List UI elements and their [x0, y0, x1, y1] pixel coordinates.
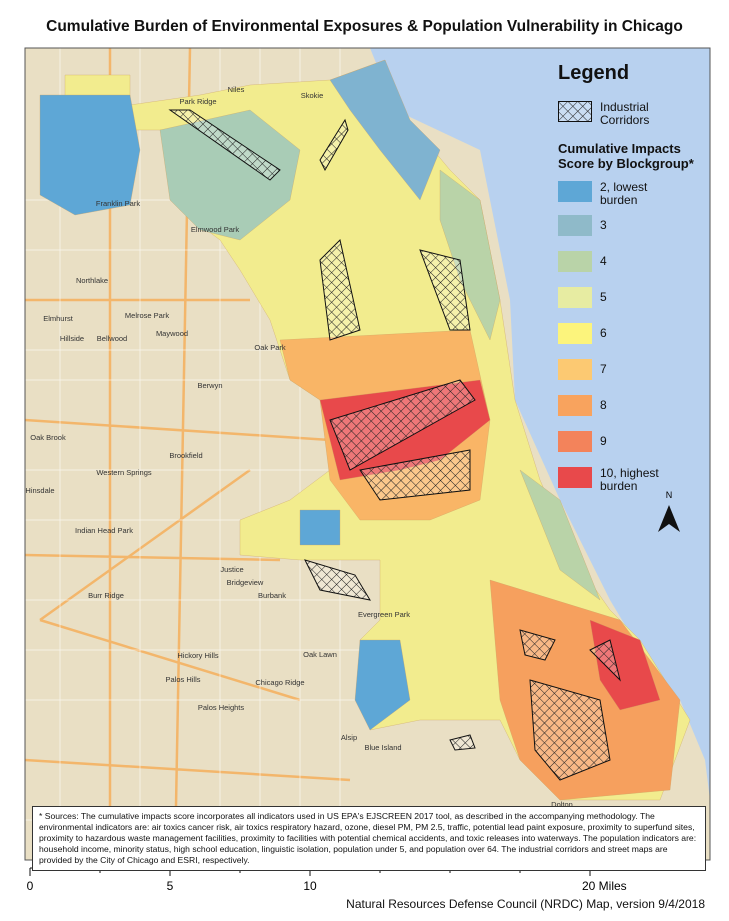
- north-arrow: N: [658, 490, 680, 532]
- lake-michigan: [370, 48, 710, 800]
- legend-label: 2, lowest burden: [600, 180, 648, 207]
- legend-item: 5: [558, 287, 708, 308]
- legend-swatch: [558, 251, 592, 272]
- place-label: Elmwood Park: [191, 225, 240, 234]
- legend-label: 3: [600, 218, 607, 232]
- legend-item: 3: [558, 215, 708, 236]
- legend-swatch: [558, 181, 592, 202]
- highways: [25, 48, 351, 860]
- scale-bar: 0 5 10 20 Miles: [27, 867, 627, 893]
- legend-corridor: Industrial Corridors: [558, 101, 708, 127]
- place-label: Evergreen Park: [358, 610, 410, 619]
- scale-label: 10: [303, 879, 317, 893]
- scale-label: 20 Miles: [582, 879, 627, 893]
- legend-swatch: [558, 431, 592, 452]
- legend-swatch: [558, 287, 592, 308]
- place-label: Niles: [228, 85, 245, 94]
- scale-label: 5: [167, 879, 174, 893]
- place-label: Dolton: [551, 800, 573, 809]
- legend-swatch: [558, 323, 592, 344]
- industrial-corridors: [168, 109, 621, 781]
- place-label: Maywood: [156, 329, 188, 338]
- place-label: Melrose Park: [125, 311, 169, 320]
- place-label: Chicago Ridge: [255, 678, 304, 687]
- title: Cumulative Burden of Environmental Expos…: [46, 18, 683, 35]
- place-label: Blue Island: [364, 743, 401, 752]
- place-label: Justice: [220, 565, 243, 574]
- place-label: Burbank: [258, 591, 286, 600]
- place-label: Oak Park: [254, 343, 286, 352]
- legend-item: 6: [558, 323, 708, 344]
- place-label: Brookfield: [169, 451, 202, 460]
- place-label: Bridgeview: [227, 578, 264, 587]
- place-label: Franklin Park: [96, 199, 140, 208]
- place-label: Burr Ridge: [88, 591, 124, 600]
- legend-item: 8: [558, 395, 708, 416]
- place-label: Palos Heights: [198, 703, 245, 712]
- place-labels: Niles Skokie Park Ridge Franklin Park Elmwoo…: [25, 85, 572, 809]
- scale-label: 0: [27, 879, 34, 893]
- map-body: Niles Skokie Park Ridge Franklin Park Elmwoo…: [25, 48, 710, 860]
- legend-item: 9: [558, 431, 708, 452]
- north-label: N: [666, 490, 673, 500]
- place-label: Northlake: [76, 276, 108, 285]
- place-label: Bellwood: [97, 334, 127, 343]
- place-label: Indian Head Park: [75, 526, 133, 535]
- place-label: Hickory Hills: [177, 651, 219, 660]
- source-note: * Sources: The cumulative impacts score …: [32, 806, 706, 871]
- legend: Legend Industrial Corridors Cumulative I…: [558, 62, 708, 508]
- place-label: Berwyn: [197, 381, 222, 390]
- place-label: Western Springs: [96, 468, 152, 477]
- legend-score-title: Cumulative Impacts Score by Blockgroup*: [558, 141, 694, 171]
- legend-item: 7: [558, 359, 708, 380]
- legend-corridor-label: Industrial Corridors: [600, 100, 650, 127]
- place-label: Skokie: [301, 91, 324, 100]
- legend-label: 10, highest burden: [600, 466, 659, 493]
- legend-swatch: [558, 215, 592, 236]
- legend-label: 7: [600, 362, 607, 376]
- legend-swatch: [558, 467, 592, 488]
- place-label: Elmhurst: [43, 314, 74, 323]
- north-arrow-shape: [658, 505, 680, 532]
- legend-item: 4: [558, 251, 708, 272]
- legend-label: 6: [600, 326, 607, 340]
- legend-label: 8: [600, 398, 607, 412]
- legend-item: 2, lowest burden: [558, 181, 708, 207]
- legend-title: Legend: [558, 62, 630, 84]
- legend-label: 5: [600, 290, 607, 304]
- legend-swatch: [558, 359, 592, 380]
- place-label: Oak Lawn: [303, 650, 337, 659]
- legend-items: 2, lowest burden 3 4 5 6 7 8 9 10, highest burde…: [558, 181, 708, 493]
- place-label: Oak Brook: [30, 433, 66, 442]
- legend-label: 4: [600, 254, 607, 268]
- legend-hatch: [558, 101, 592, 122]
- place-label: Park Ridge: [179, 97, 216, 106]
- credit: Natural Resources Defense Council (NRDC)…: [346, 897, 705, 911]
- place-label: Palos Hills: [165, 675, 200, 684]
- place-label: Hillside: [60, 334, 84, 343]
- legend-item: 10, highest burden: [558, 467, 708, 493]
- place-label: Hinsdale: [25, 486, 54, 495]
- legend-label: 9: [600, 434, 607, 448]
- legend-swatch: [558, 395, 592, 416]
- place-label: Alsip: [341, 733, 357, 742]
